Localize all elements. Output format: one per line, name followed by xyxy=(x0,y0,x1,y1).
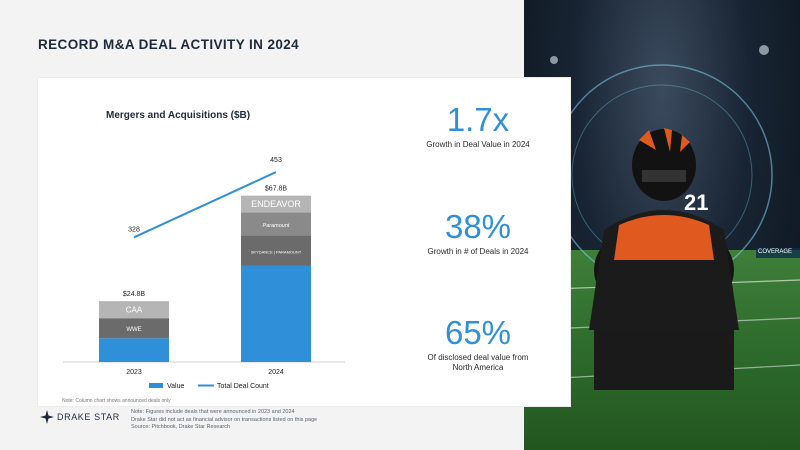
stat-value: 38% xyxy=(444,208,512,245)
stat-label: Growth in Deal Value in 2024 xyxy=(426,140,530,149)
page-title: RECORD M&A DEAL ACTIVITY IN 2024 xyxy=(38,37,300,52)
total-deal-count-line xyxy=(133,171,277,239)
x-tick-2023: 2023 xyxy=(126,369,142,376)
segment-2024-endeavor xyxy=(241,235,311,266)
star-icon xyxy=(40,410,54,424)
stack-label: ENDEAVOR xyxy=(251,199,301,209)
segment-2024-skydance xyxy=(241,195,311,213)
segment-2023-wwe xyxy=(99,318,169,339)
value-label-2024: $67.8B xyxy=(265,186,288,193)
stack-label: CAA xyxy=(126,306,143,315)
coverage-banner: COVERAGE xyxy=(758,249,793,255)
stat-north-america-share: 65% Of disclosed deal value from North A… xyxy=(393,315,563,373)
note-line: Source: Pitchbook, Drake Star Research xyxy=(131,424,231,430)
segment-2024-other xyxy=(241,265,311,362)
legend-total-deal-count: Total Deal Count xyxy=(217,383,269,390)
legend-value: Value xyxy=(167,383,184,390)
stat-label-line2: North America xyxy=(452,363,504,372)
chart-footnote: Note: Column chart shows announced deals… xyxy=(62,398,171,404)
stat-deal-value-growth: 1.7x Growth in Deal Value in 2024 xyxy=(393,102,563,150)
stat-label-line1: Of disclosed deal value from xyxy=(427,353,529,362)
segment-2023-caa xyxy=(99,301,169,319)
stat-deal-count-growth: 38% Growth in # of Deals in 2024 xyxy=(393,209,563,257)
logo-text: DRAKE STAR xyxy=(57,412,120,422)
stat-label: Of disclosed deal value from North Ameri… xyxy=(393,353,563,373)
segment-2023-other xyxy=(99,338,169,362)
segment-2024-paramount xyxy=(241,212,311,236)
note-line: Drake Star did not act as financial advi… xyxy=(131,416,318,423)
chart-title: Mergers and Acquisitions ($B) xyxy=(106,110,251,121)
value-label-2023: $24.8B xyxy=(123,291,146,298)
note-line: Note: Figures include deals that were an… xyxy=(131,409,295,415)
stack-label: SKYDANCE | PARAMOUNT xyxy=(251,250,302,255)
stack-label: WWE xyxy=(126,327,141,333)
count-label-2024: 453 xyxy=(270,157,282,164)
source-notes: Note: Figures include deals that were an… xyxy=(131,409,317,432)
stat-value: 1.7x xyxy=(446,101,510,138)
stat-value: 65% xyxy=(444,314,512,351)
stat-label: Growth in # of Deals in 2024 xyxy=(427,247,529,256)
legend-value-swatch xyxy=(149,383,163,388)
x-tick-2024: 2024 xyxy=(268,369,284,376)
drake-star-logo: DRAKE STAR xyxy=(40,410,120,424)
count-label-2023: 328 xyxy=(128,226,140,233)
jersey-number: 21 xyxy=(684,190,709,215)
mna-chart: CAA WWE ENDEAVOR Paramount SKYDANCE | PARAMO… xyxy=(63,157,345,390)
stack-label: Paramount xyxy=(263,223,290,229)
